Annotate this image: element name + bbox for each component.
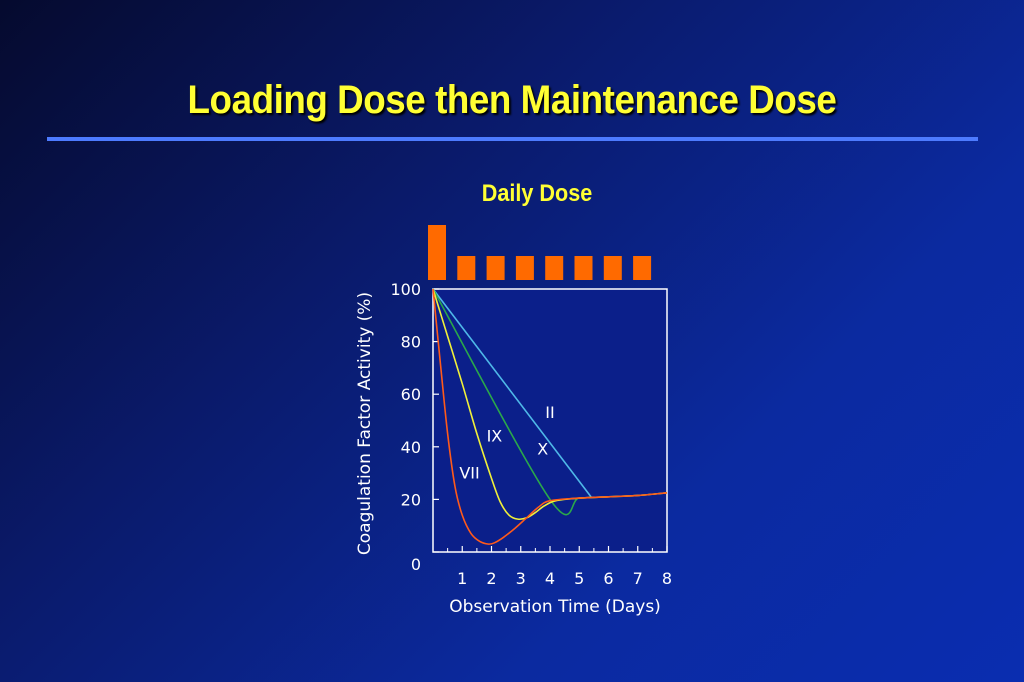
y-tick-label: 40: [401, 438, 421, 457]
y-tick-label: 0: [411, 555, 421, 574]
title-divider: [47, 137, 978, 141]
series-label-ix: IX: [487, 427, 503, 446]
x-tick-label: 3: [516, 569, 526, 588]
y-axis-ticks: 0 20 40 60 80 100: [390, 280, 439, 574]
series-label-x: X: [537, 440, 548, 459]
dose-bar-3: [486, 256, 505, 280]
dose-bar-8: [633, 256, 652, 280]
x-axis-title: Observation Time (Days): [449, 597, 661, 617]
series-label-vii: VII: [459, 463, 479, 482]
slide-title: Loading Dose then Maintenance Dose: [187, 78, 837, 122]
chart-title: Daily Dose: [481, 180, 593, 207]
x-tick-label: 4: [545, 569, 555, 588]
y-tick-label: 80: [401, 333, 421, 352]
series-line-ii: [432, 288, 592, 498]
x-tick-label: 8: [662, 569, 672, 588]
dose-bar-1: [428, 225, 446, 280]
dose-bar-6: [574, 256, 593, 280]
y-tick-label: 60: [401, 385, 421, 404]
dose-bar-5: [545, 256, 564, 280]
series-labels: II IX X VII: [459, 403, 554, 482]
series-lines: [432, 288, 668, 545]
x-tick-label: 6: [603, 569, 613, 588]
y-tick-label: 20: [401, 490, 421, 509]
y-axis-title: Coagulation Factor Activity (%): [355, 292, 375, 555]
dose-bars: [428, 225, 652, 280]
x-tick-label: 1: [457, 569, 467, 588]
dose-bar-7: [603, 256, 622, 280]
plot-area: [432, 288, 668, 553]
y-tick-label: 100: [390, 280, 421, 299]
series-line-vii: [432, 288, 668, 545]
x-tick-label: 7: [633, 569, 643, 588]
dose-bar-2: [457, 256, 476, 280]
series-label-ii: II: [545, 403, 554, 422]
dose-bar-4: [515, 256, 534, 280]
x-tick-label: 2: [486, 569, 496, 588]
x-tick-label: 5: [574, 569, 584, 588]
